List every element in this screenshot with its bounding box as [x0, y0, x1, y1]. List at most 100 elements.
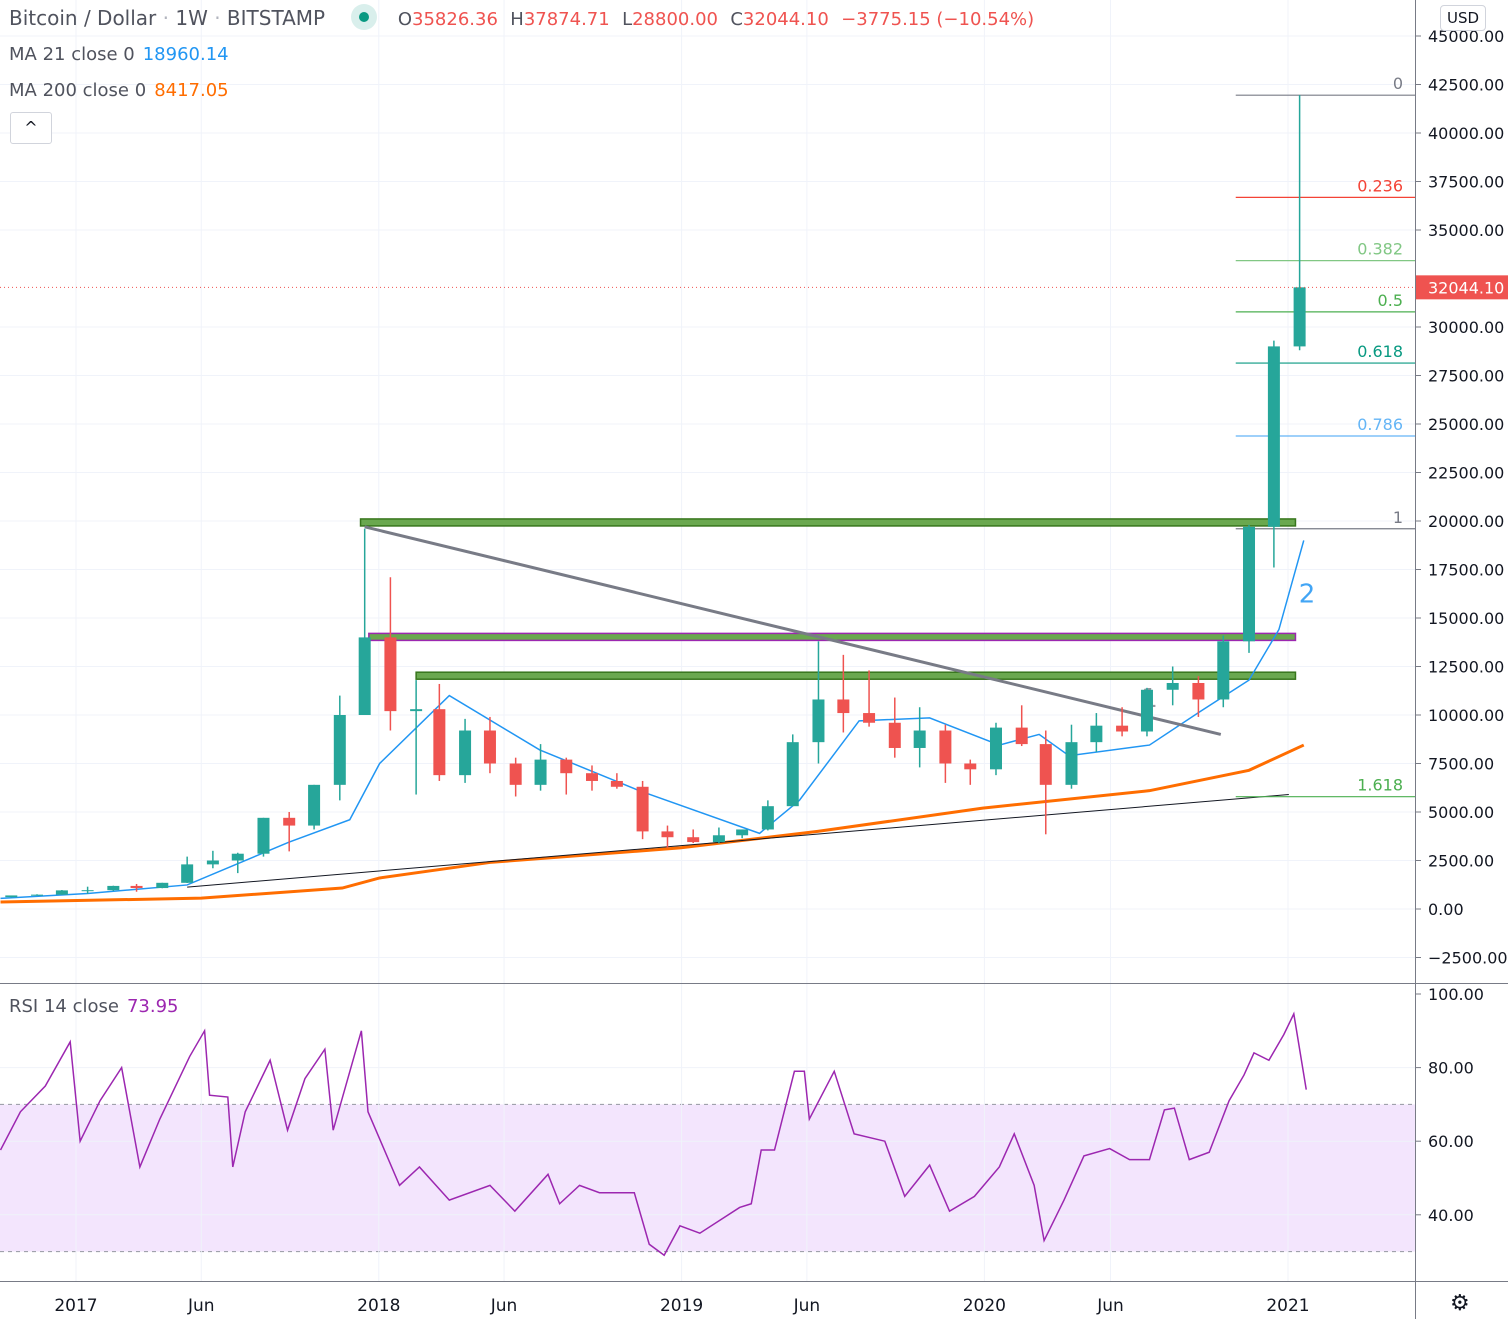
candle	[837, 654, 850, 733]
candle	[107, 885, 120, 891]
candle-body	[509, 763, 522, 785]
candle	[812, 641, 825, 764]
candle	[257, 817, 270, 857]
ma21-legend[interactable]: MA 21 close 0 18960.14	[9, 44, 229, 65]
candle-body	[888, 722, 901, 748]
candle-body	[560, 759, 573, 774]
wave-label: 2	[1299, 579, 1316, 609]
y-tick-label: 27500.00	[1428, 367, 1504, 386]
candle	[585, 765, 598, 791]
rsi-line	[0, 1011, 1307, 1257]
candle	[1217, 635, 1230, 708]
candle-body	[863, 713, 876, 723]
candle-body	[939, 730, 952, 764]
interval[interactable]: 1W	[175, 6, 208, 30]
candle	[283, 812, 296, 852]
x-tick-label: 2018	[357, 1296, 400, 1316]
y-tick-label: 35000.00	[1428, 221, 1504, 240]
gear-icon[interactable]: ⚙	[1450, 1291, 1470, 1316]
candle-body	[812, 699, 825, 743]
candle-body	[283, 817, 296, 826]
x-tick-label: 2019	[660, 1296, 703, 1316]
rsi-legend[interactable]: RSI 14 close 73.95	[9, 996, 178, 1017]
x-tick-label: Jun	[793, 1296, 821, 1316]
ohlc-low: L28800.00	[622, 9, 718, 30]
candle-body	[989, 727, 1002, 770]
candle	[888, 697, 901, 758]
candle-body	[31, 894, 44, 896]
candle-body	[107, 885, 120, 891]
rsi-band	[0, 1104, 1415, 1252]
separator: ·	[214, 6, 221, 30]
y-tick-label: 15000.00	[1428, 609, 1504, 628]
candle-body	[636, 786, 649, 832]
candle-body	[1243, 526, 1256, 642]
ma200-legend[interactable]: MA 200 close 0 8417.05	[9, 80, 229, 101]
candle	[81, 886, 94, 894]
exchange: BITSTAMP	[226, 6, 326, 30]
rsi-tick-label: 40.00	[1428, 1206, 1474, 1225]
y-tick-label: 20000.00	[1428, 512, 1504, 531]
fib-level-label: 0.236	[1357, 176, 1403, 195]
horizontal-zone	[415, 671, 1297, 680]
y-tick-label: 22500.00	[1428, 464, 1504, 483]
x-tick-label: Jun	[1096, 1296, 1124, 1316]
candle-body	[712, 835, 725, 843]
fib-level-label: 0	[1393, 74, 1403, 93]
candle	[384, 577, 397, 731]
candle-body	[687, 837, 700, 843]
market-status-dot-icon[interactable]	[351, 3, 378, 30]
currency-button[interactable]: USD	[1440, 5, 1486, 31]
candle-body	[661, 831, 674, 838]
candle-body	[1065, 742, 1078, 785]
candle	[1243, 524, 1256, 653]
y-tick-label: 30000.00	[1428, 318, 1504, 337]
candle	[1267, 340, 1280, 568]
candle	[459, 718, 472, 783]
candle	[560, 757, 573, 795]
candle	[636, 780, 649, 840]
candle	[55, 889, 68, 895]
candle	[913, 707, 926, 768]
ma200-line	[0, 743, 1305, 904]
y-tick-label: 12500.00	[1428, 658, 1504, 677]
ma200-value: 8417.05	[154, 80, 229, 101]
candle	[786, 734, 799, 807]
candle	[1116, 707, 1129, 737]
ma21-label: MA 21 close 0	[9, 44, 135, 65]
x-tick-label: Jun	[187, 1296, 215, 1316]
ohlc-change: −3775.15 (−10.54%)	[841, 9, 1035, 30]
rsi-tick-label: 60.00	[1428, 1132, 1474, 1151]
rsi-tick-label: 100.00	[1428, 985, 1484, 1004]
candle-body	[231, 853, 244, 861]
candle	[1293, 95, 1306, 351]
candle-body	[1039, 744, 1052, 785]
candle	[863, 670, 876, 727]
candle-body	[610, 780, 623, 787]
candle-body	[964, 763, 977, 770]
candle-body	[483, 730, 496, 764]
candle-body	[433, 709, 446, 776]
y-tick-label: 10000.00	[1428, 706, 1504, 725]
collapse-legend-button[interactable]: ^	[10, 112, 52, 144]
x-tick-label: 2017	[54, 1296, 97, 1316]
candle	[231, 852, 244, 874]
y-tick-label: 7500.00	[1428, 755, 1494, 774]
y-tick-label: 40000.00	[1428, 124, 1504, 143]
ohlc-open: O35826.36	[397, 9, 498, 30]
candle	[736, 829, 749, 839]
candle-body	[257, 817, 270, 854]
candle-body	[1140, 689, 1153, 732]
y-tick-label: 5000.00	[1428, 803, 1494, 822]
candle-body	[156, 882, 169, 889]
candle	[509, 757, 522, 797]
candle-body	[1293, 287, 1306, 347]
candle-body	[585, 773, 598, 781]
candle	[712, 827, 725, 844]
candle-body	[55, 890, 68, 895]
candle	[410, 680, 423, 795]
candle-body	[5, 895, 18, 898]
candle-body	[410, 709, 423, 712]
symbol-name[interactable]: Bitcoin / Dollar	[9, 6, 157, 30]
